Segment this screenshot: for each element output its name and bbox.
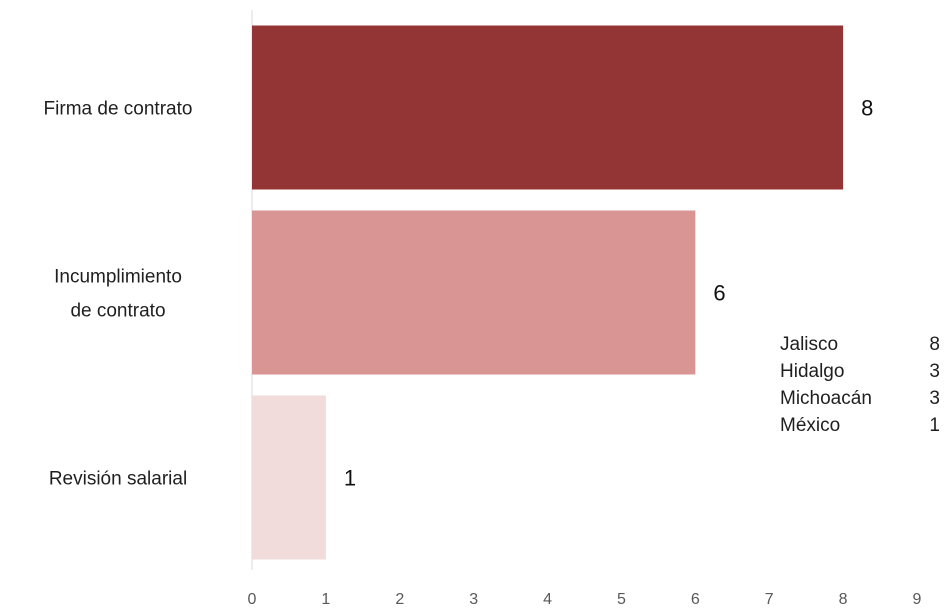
bar-3	[252, 395, 326, 560]
state-summary-table: Jalisco 8 Hidalgo 3 Michoacán 3 México 1	[780, 331, 940, 439]
state-count: 3	[929, 388, 940, 409]
category-label: Revisión salarial	[49, 469, 187, 490]
bars-group	[252, 25, 844, 560]
state-row-michoacan: Michoacán 3	[780, 385, 940, 412]
data-label: 8	[861, 96, 873, 121]
x-tick-label: 2	[395, 591, 404, 608]
state-row-hidalgo: Hidalgo 3	[780, 358, 940, 385]
state-name: Hidalgo	[780, 361, 845, 382]
x-tick-label: 3	[469, 591, 478, 608]
x-tick-label: 0	[248, 591, 257, 608]
x-tick-labels: 0 1 2 3 4 5 6 7 8 9	[248, 591, 922, 608]
data-labels: 8 6 1	[344, 96, 873, 491]
data-label: 6	[713, 281, 725, 306]
state-row-mexico: México 1	[780, 412, 940, 439]
x-tick-label: 7	[765, 591, 774, 608]
state-name: México	[780, 415, 841, 436]
x-tick-label: 6	[691, 591, 700, 608]
state-count: 1	[929, 415, 940, 436]
state-count: 3	[929, 361, 940, 382]
state-row-jalisco: Jalisco 8	[780, 331, 940, 358]
data-label: 1	[344, 466, 356, 491]
bar-2	[252, 210, 696, 375]
category-label: de contrato	[70, 300, 165, 321]
x-tick-label: 8	[839, 591, 848, 608]
x-tick-label: 1	[321, 591, 330, 608]
state-name: Michoacán	[780, 388, 872, 409]
category-label: Incumplimiento	[54, 267, 182, 288]
x-tick-label: 9	[913, 591, 922, 608]
category-label: Firma de contrato	[44, 99, 193, 120]
state-name: Jalisco	[780, 334, 839, 355]
state-count: 8	[929, 334, 940, 355]
category-labels: Firma de contrato Incumplimiento de contra…	[44, 99, 193, 490]
bar-1	[252, 25, 844, 190]
x-tick-label: 4	[543, 591, 552, 608]
x-tick-label: 5	[617, 591, 626, 608]
